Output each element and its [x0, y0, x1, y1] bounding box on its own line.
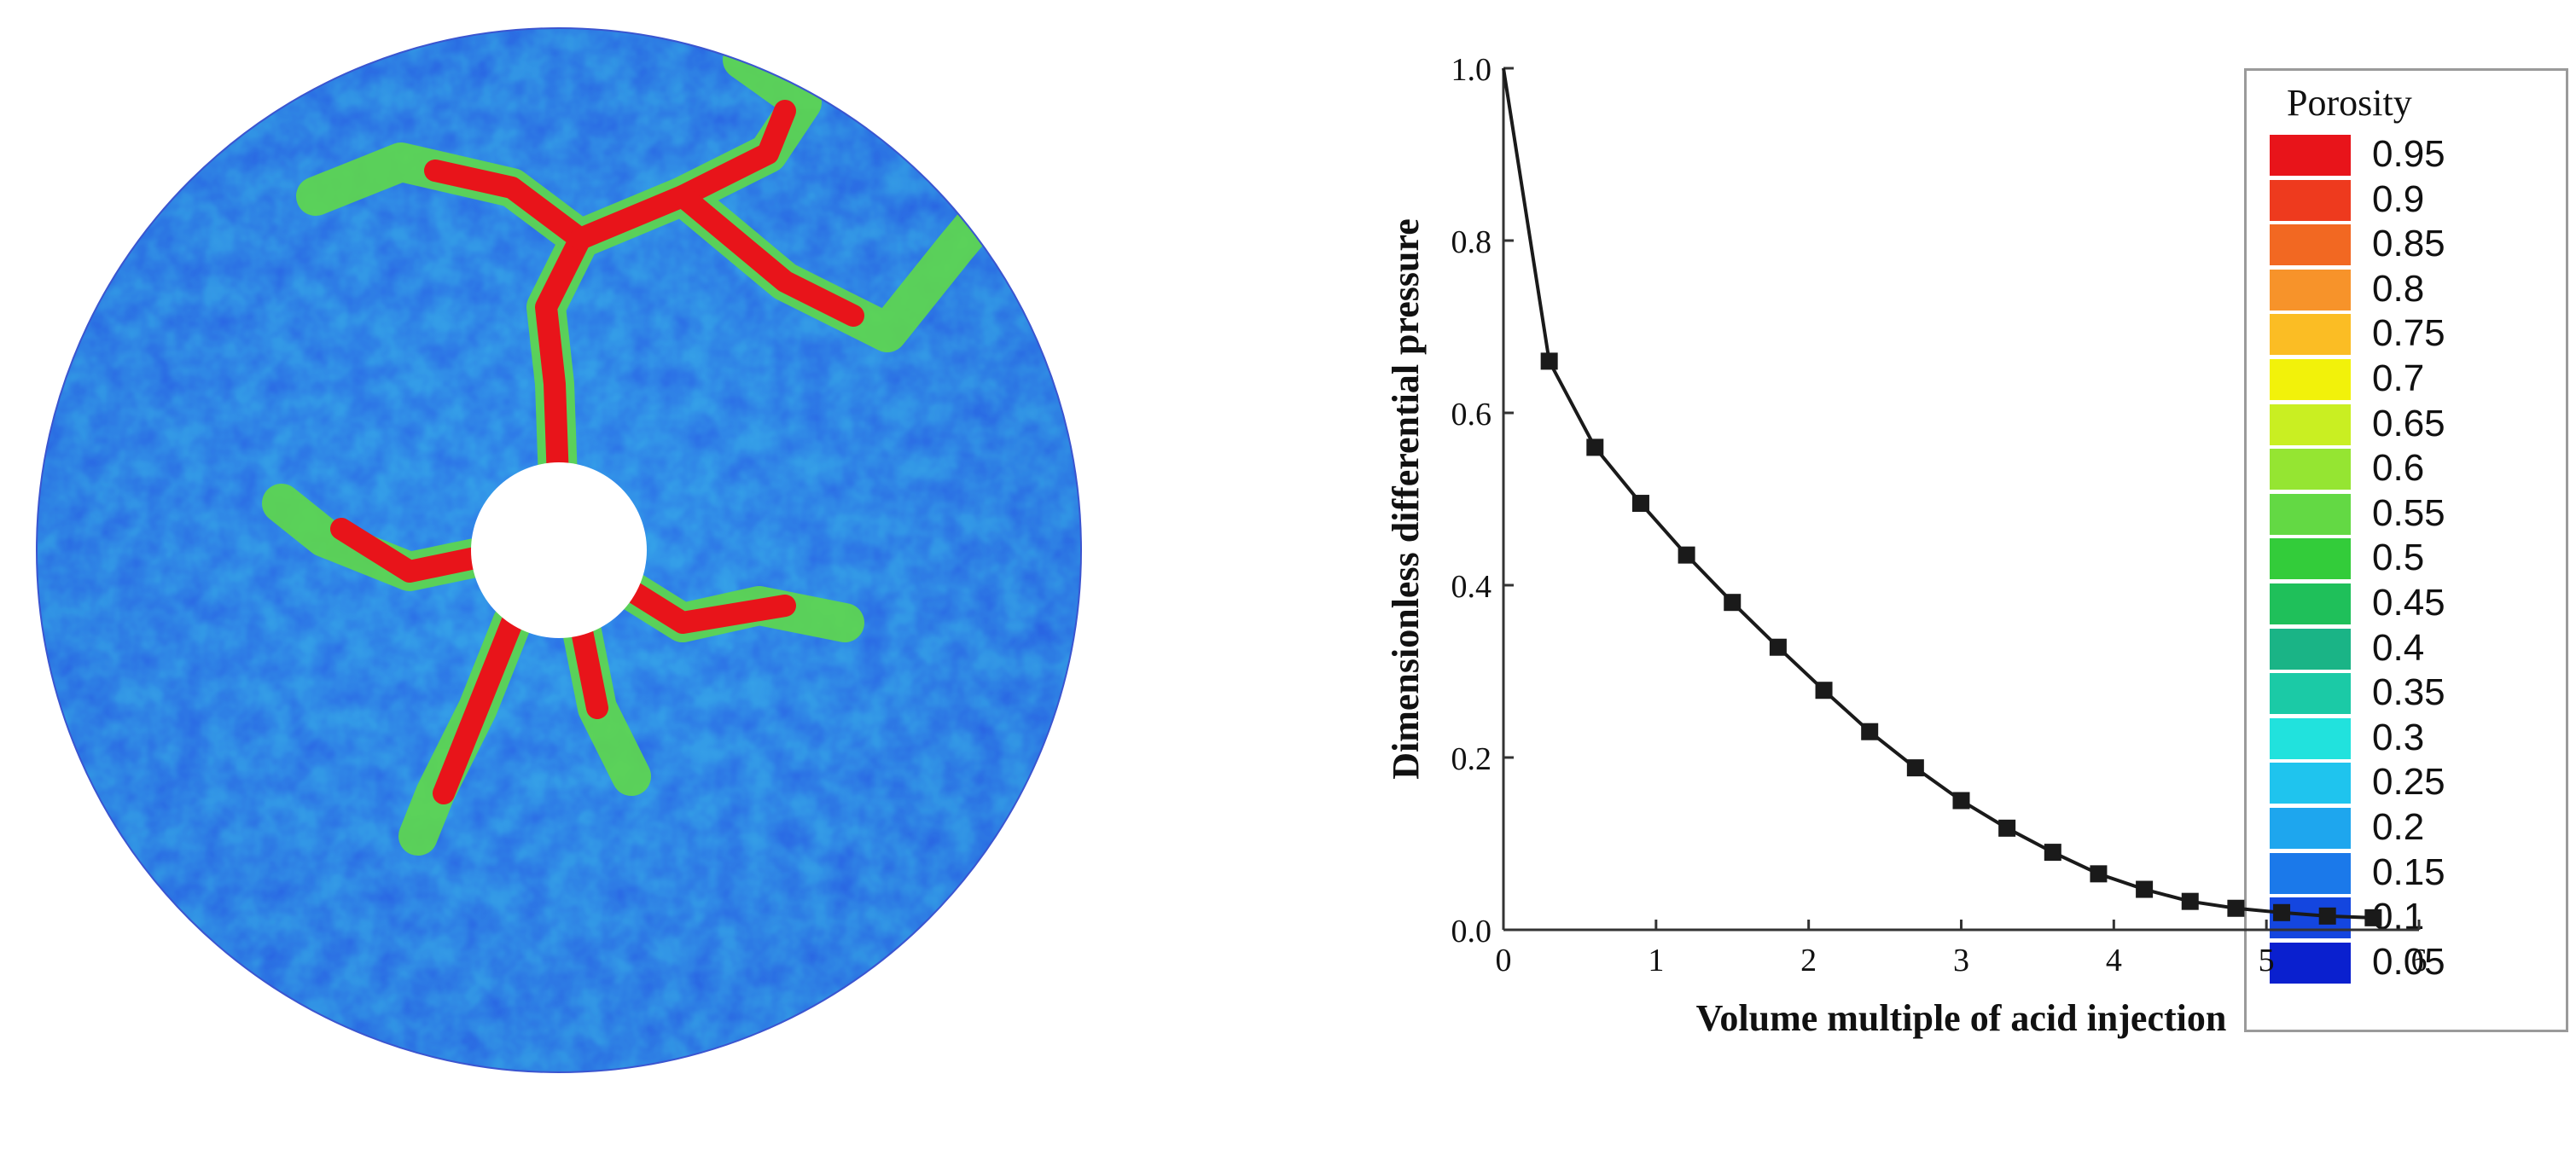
data-point	[2273, 903, 2291, 921]
data-point	[2044, 844, 2061, 862]
x-tick-label: 1	[1648, 943, 1664, 978]
colorbar-label: 0.2	[2372, 806, 2425, 848]
data-point	[1952, 792, 1970, 810]
y-tick-label: 0.6	[1451, 397, 1492, 432]
data-point	[1769, 638, 1787, 656]
colorbar-label: 0.65	[2372, 402, 2445, 444]
data-point	[2090, 865, 2108, 883]
y-tick-label: 0.2	[1451, 741, 1492, 777]
data-point	[2364, 908, 2382, 926]
colorbar-label: 0.05	[2372, 940, 2445, 983]
wellbore-hole	[471, 462, 647, 638]
colorbar-swatch	[2270, 224, 2351, 266]
colorbar-label: 0.3	[2372, 716, 2425, 758]
colorbar-label: 0.15	[2372, 850, 2445, 893]
colorbar-label: 0.35	[2372, 671, 2445, 714]
colorbar-swatch	[2270, 359, 2351, 400]
y-axis-label: Dimensionless differential pressure	[1385, 218, 1427, 780]
y-tick-label: 0.8	[1451, 224, 1492, 260]
colorbar-swatch	[2270, 717, 2351, 759]
data-point	[1540, 352, 1558, 370]
data-point	[1815, 682, 1833, 700]
data-point	[1631, 495, 1649, 513]
colorbar-label: 0.95	[2372, 133, 2445, 175]
data-point	[1998, 819, 2016, 837]
colorbar-title: Porosity	[2287, 82, 2412, 124]
x-tick-label: 5	[2259, 943, 2275, 978]
colorbar-swatch	[2270, 852, 2351, 894]
colorbar-swatch	[2270, 179, 2351, 221]
colorbar-label: 0.55	[2372, 491, 2445, 534]
colorbar-label: 0.8	[2372, 267, 2425, 310]
colorbar-swatch	[2270, 135, 2351, 176]
data-point	[1724, 594, 1742, 612]
colorbar-swatch	[2270, 942, 2351, 984]
colorbar-swatch	[2270, 493, 2351, 535]
colorbar-swatch	[2270, 449, 2351, 491]
colorbar-swatch	[2270, 628, 2351, 670]
x-tick-label: 3	[1953, 943, 1969, 978]
x-axis-label: Volume multiple of acid injection	[1696, 997, 2227, 1039]
y-tick-label: 1.0	[1451, 52, 1492, 88]
data-point	[1586, 438, 1604, 456]
data-point	[2181, 892, 2199, 910]
colorbar-label: 0.6	[2372, 447, 2425, 490]
wormhole-core	[330, 100, 864, 804]
data-point	[2136, 880, 2154, 898]
data-point	[1678, 546, 1695, 564]
y-tick-label: 0.0	[1451, 914, 1492, 949]
colorbar-label: 0.4	[2372, 626, 2425, 669]
data-point	[2318, 907, 2336, 925]
colorbar-label: 0.7	[2372, 357, 2425, 399]
colorbar-swatch	[2270, 314, 2351, 356]
colorbar-label: 0.75	[2372, 312, 2445, 355]
colorbar-label: 0.9	[2372, 177, 2425, 220]
colorbar-label: 0.85	[2372, 223, 2445, 265]
x-tick-label: 0	[1496, 943, 1512, 978]
data-point	[2227, 899, 2245, 917]
colorbar-swatch	[2270, 808, 2351, 849]
colorbar-swatch	[2270, 583, 2351, 624]
colorbar-label: 0.25	[2372, 761, 2445, 804]
data-point	[1861, 723, 1879, 740]
colorbar-label: 0.45	[2372, 582, 2445, 624]
colorbar-swatch	[2270, 763, 2351, 804]
colorbar-swatch	[2270, 269, 2351, 311]
porosity-disk-map	[36, 27, 1082, 1073]
colorbar-label: 0.5	[2372, 537, 2425, 579]
y-tick-label: 0.4	[1451, 569, 1492, 605]
colorbar-swatch	[2270, 673, 2351, 715]
colorbar-swatch	[2270, 538, 2351, 580]
x-tick-label: 2	[1800, 943, 1817, 978]
data-point	[1906, 759, 1924, 777]
series-line	[1502, 67, 2374, 920]
x-tick-label: 4	[2106, 943, 2122, 978]
x-tick-label: 6	[2411, 943, 2428, 978]
colorbar-swatch	[2270, 403, 2351, 445]
